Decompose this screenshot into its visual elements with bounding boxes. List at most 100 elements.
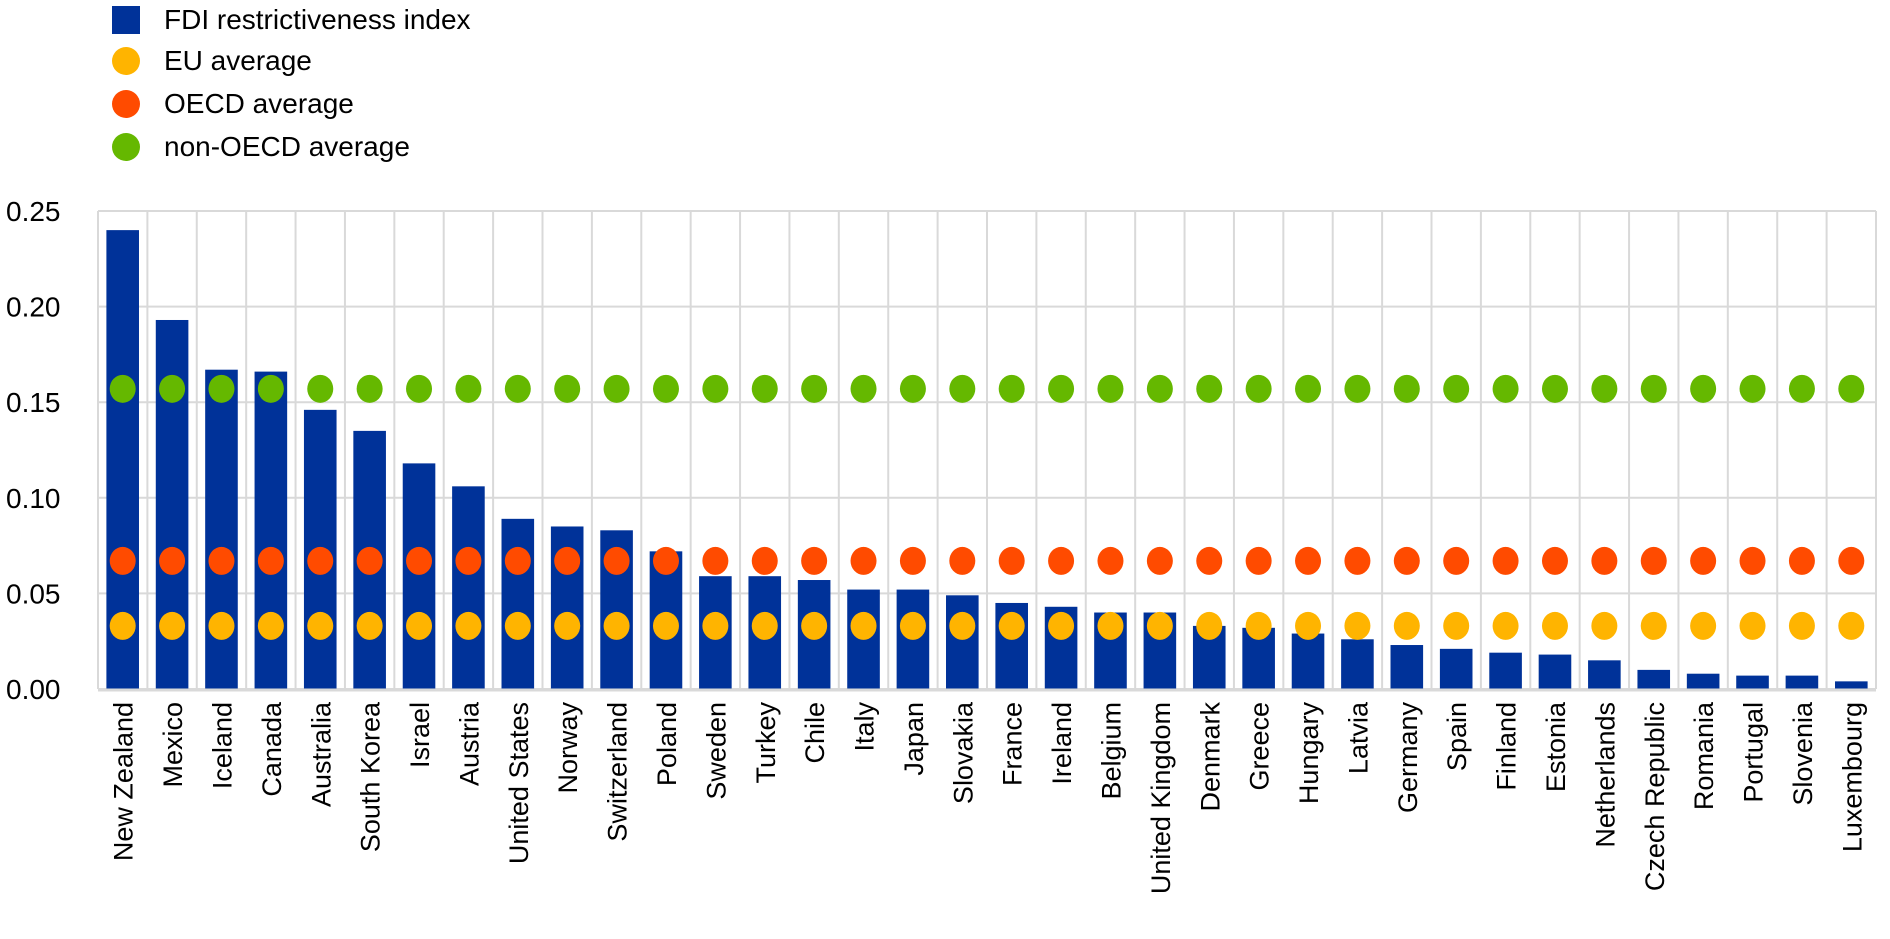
marker-eu-average [1196,611,1223,640]
marker-eu-average [1739,611,1766,640]
marker-non-oecd-average [1443,374,1470,403]
marker-oecd-average [1640,546,1667,575]
marker-eu-average [1591,611,1618,640]
marker-oecd-average [850,546,877,575]
marker-non-oecd-average [504,374,531,403]
bar-canada [254,371,288,689]
marker-eu-average [406,611,433,640]
marker-non-oecd-average [1640,374,1667,403]
y-tick-label: 0.00 [6,674,61,705]
marker-non-oecd-average [1344,374,1371,403]
marker-non-oecd-average [208,374,235,403]
x-tick-label: United Kingdom [1146,702,1176,894]
x-tick-label: Spain [1442,702,1472,771]
bar-iceland [205,369,238,689]
marker-oecd-average [208,546,235,575]
marker-eu-average [1245,611,1272,640]
marker-oecd-average [1344,546,1371,575]
marker-eu-average [504,611,531,640]
x-tick-label: Turkey [751,702,781,784]
marker-non-oecd-average [554,374,581,403]
marker-non-oecd-average [406,374,433,403]
bar-estonia [1538,654,1572,689]
marker-oecd-average [1788,546,1815,575]
x-tick-label: Japan [899,702,929,776]
marker-non-oecd-average [159,374,186,403]
x-tick-label: Australia [306,701,336,807]
marker-non-oecd-average [652,374,679,403]
bar-netherlands [1588,660,1621,689]
marker-non-oecd-average [702,374,729,403]
marker-non-oecd-average [109,374,136,403]
marker-non-oecd-average [998,374,1025,403]
marker-eu-average [1492,611,1519,640]
legend-label: OECD average [164,88,354,119]
marker-eu-average [899,611,926,640]
legend-square-icon [112,6,140,34]
legend-label: FDI restrictiveness index [164,4,471,35]
marker-non-oecd-average [899,374,926,403]
x-tick-label: France [998,702,1028,786]
marker-non-oecd-average [455,374,482,403]
marker-eu-average [1541,611,1568,640]
legend-item-oecd-average: OECD average [112,86,672,122]
x-tick-label: Slovakia [948,701,978,804]
marker-non-oecd-average [1048,374,1075,403]
legend-item-fdi-index: FDI restrictiveness index [112,2,672,38]
legend-circle-icon [112,133,140,161]
marker-non-oecd-average [1295,374,1322,403]
x-tick-label: Israel [405,702,435,768]
marker-oecd-average [998,546,1025,575]
marker-non-oecd-average [1541,374,1568,403]
x-tick-label: Slovenia [1788,701,1818,806]
marker-non-oecd-average [1690,374,1717,403]
x-tick-label: Greece [1245,702,1275,791]
x-tick-label: United States [504,702,534,864]
marker-oecd-average [356,546,383,575]
marker-eu-average [1048,611,1075,640]
marker-eu-average [208,611,235,640]
marker-eu-average [1393,611,1420,640]
marker-eu-average [1788,611,1815,640]
marker-eu-average [356,611,383,640]
marker-oecd-average [504,546,531,575]
x-tick-label: Latvia [1343,701,1373,774]
marker-eu-average [652,611,679,640]
y-tick-label: 0.20 [6,292,61,323]
marker-oecd-average [1591,546,1618,575]
x-tick-label: Czech Republic [1640,702,1670,891]
marker-oecd-average [554,546,581,575]
marker-oecd-average [159,546,186,575]
bar-romania [1686,673,1720,689]
marker-oecd-average [1838,546,1865,575]
x-tick-label: Iceland [207,702,237,789]
bar-hungary [1291,633,1325,689]
marker-eu-average [307,611,334,640]
x-tick-label: Norway [553,702,583,794]
marker-non-oecd-average [850,374,877,403]
marker-eu-average [455,611,482,640]
marker-oecd-average [1196,546,1223,575]
x-tick-label: Hungary [1294,702,1324,805]
marker-eu-average [850,611,877,640]
marker-non-oecd-average [1393,374,1420,403]
marker-non-oecd-average [949,374,976,403]
y-tick-label: 0.05 [6,578,61,609]
marker-oecd-average [603,546,630,575]
bar-slovenia [1785,675,1819,689]
marker-non-oecd-average [1838,374,1865,403]
marker-oecd-average [455,546,482,575]
marker-non-oecd-average [1146,374,1173,403]
marker-oecd-average [751,546,778,575]
marker-oecd-average [307,546,334,575]
x-tick-label: Romania [1689,701,1719,810]
y-tick-label: 0.25 [6,196,61,227]
marker-oecd-average [1245,546,1272,575]
x-tick-label: Luxembourg [1837,702,1867,852]
marker-oecd-average [1393,546,1420,575]
marker-non-oecd-average [1492,374,1519,403]
marker-non-oecd-average [1196,374,1223,403]
marker-eu-average [257,611,284,640]
marker-eu-average [1690,611,1717,640]
x-tick-label: Netherlands [1590,702,1620,848]
